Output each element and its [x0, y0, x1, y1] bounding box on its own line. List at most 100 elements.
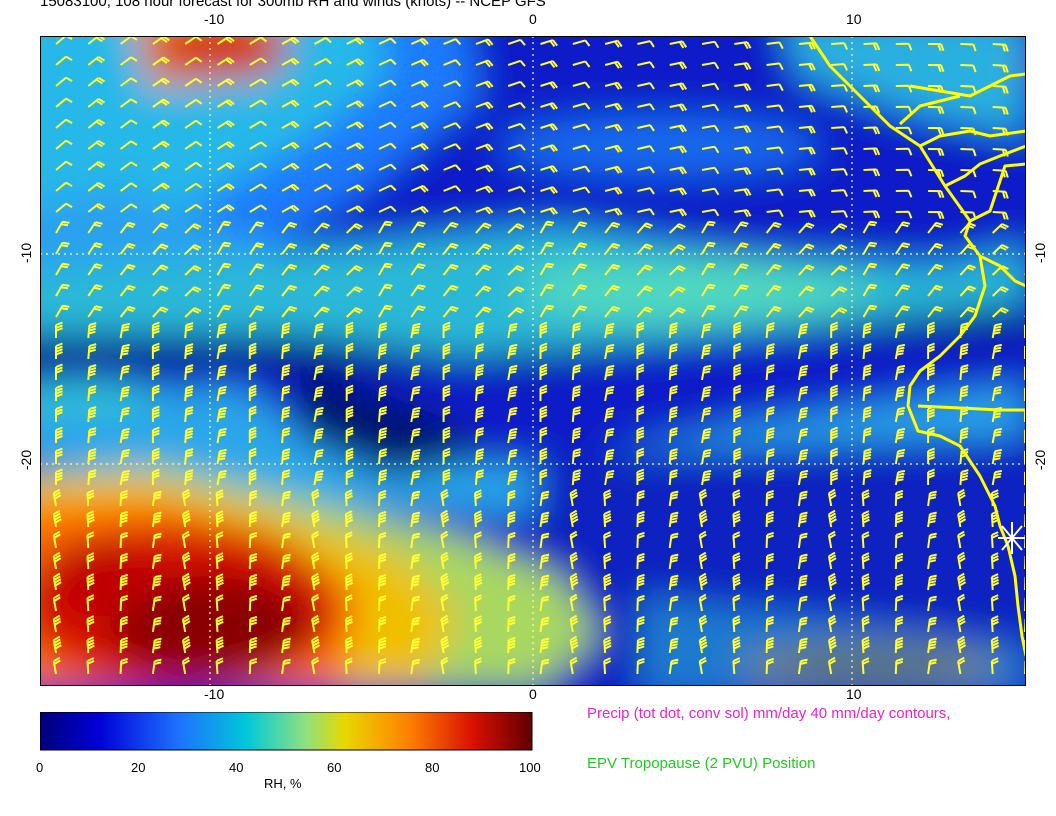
wind-barb: [344, 636, 354, 654]
wind-barb: [443, 185, 462, 192]
wind-barb: [410, 469, 421, 486]
wind-barb: [797, 406, 809, 423]
wind-barb: [443, 59, 462, 66]
wind-barb: [830, 307, 848, 318]
wind-barb: [733, 405, 742, 422]
wind-barb: [604, 343, 615, 360]
wind-barb: [313, 427, 324, 444]
wind-barb: [571, 221, 588, 234]
wind-barb: [410, 574, 421, 591]
wind-barb: [442, 342, 451, 359]
wind-barb: [475, 264, 492, 276]
wind-barb: [636, 468, 645, 485]
wind-barb: [507, 469, 518, 486]
wind-barb: [798, 167, 816, 176]
wind-barb: [765, 305, 782, 318]
wind-barb: [249, 204, 268, 213]
wind-barb: [281, 204, 300, 213]
wind-barb: [798, 306, 815, 318]
wind-barb: [991, 427, 1002, 444]
wind-barb: [52, 614, 62, 633]
wind-barb: [281, 305, 298, 318]
wind-barb: [55, 262, 70, 276]
wind-barb: [378, 427, 388, 444]
wind-barb: [119, 489, 129, 507]
wind-barb: [248, 657, 258, 675]
wind-barb: [701, 40, 720, 49]
wind-barb: [474, 510, 483, 528]
wind-barb: [928, 127, 945, 136]
wind-barb: [539, 468, 548, 485]
wind-barb: [831, 189, 849, 197]
wind-barb: [992, 43, 1009, 52]
wind-barb: [797, 385, 809, 402]
wind-barb: [539, 447, 548, 464]
grid-lines: [40, 36, 1026, 686]
wind-barb: [248, 594, 258, 612]
wind-barb: [346, 244, 363, 255]
wind-barb: [894, 406, 906, 423]
wind-barb: [442, 321, 451, 338]
wind-barb: [119, 242, 136, 255]
wind-barb: [957, 635, 967, 654]
wind-barb: [701, 241, 716, 255]
wind-barb: [311, 551, 320, 570]
wind-barb: [184, 56, 203, 66]
wind-barb: [442, 468, 451, 485]
wind-barb: [313, 448, 324, 465]
wind-barb: [539, 220, 555, 234]
wind-barb: [215, 657, 224, 675]
wind-barb: [281, 242, 298, 255]
wind-barb: [603, 636, 612, 654]
wind-barb: [55, 426, 63, 443]
wind-barb: [281, 385, 291, 402]
wind-barb: [52, 488, 62, 507]
wind-barb: [507, 531, 516, 549]
wind-barb: [894, 469, 906, 486]
wind-barb: [959, 285, 976, 297]
wind-barb: [668, 511, 679, 528]
wind-barb: [216, 343, 227, 360]
wind-barb: [475, 185, 494, 194]
wind-barb: [827, 656, 837, 675]
wind-barb: [410, 658, 421, 675]
wind-barb: [636, 363, 645, 380]
wind-barb: [346, 142, 365, 150]
wind-barb: [539, 532, 550, 549]
wind-barb: [55, 76, 73, 87]
wind-barb: [52, 530, 61, 549]
wind-barb: [861, 531, 870, 549]
wind-barb: [636, 285, 653, 297]
wind-barb: [216, 322, 227, 339]
wind-barb: [571, 364, 581, 381]
wind-barb: [540, 165, 558, 174]
wind-barb: [895, 168, 913, 177]
wind-barb: [184, 364, 194, 381]
wind-barb: [603, 510, 612, 528]
wind-barb: [831, 42, 849, 50]
wind-barb: [184, 119, 203, 129]
wind-barb: [927, 321, 935, 338]
wind-barb: [119, 263, 136, 276]
wind-barb: [120, 119, 138, 129]
wind-barb: [281, 57, 300, 66]
wind-barb: [248, 573, 258, 591]
wind-barb: [151, 342, 160, 359]
wind-barb: [698, 614, 708, 633]
wind-barb: [152, 264, 169, 276]
wind-barb: [991, 469, 1002, 486]
wind-barb: [894, 284, 911, 297]
wind-barb: [668, 406, 678, 423]
wind-barb: [281, 364, 291, 381]
wind-barb: [87, 140, 106, 150]
wind-barb: [410, 79, 429, 88]
wind-barb: [569, 593, 578, 612]
wind-barb: [507, 427, 518, 444]
wind-barb: [248, 342, 257, 359]
wind-barb: [862, 364, 872, 381]
wind-barb: [119, 305, 136, 318]
wind-barb: [507, 552, 516, 570]
wind-barb: [440, 656, 449, 675]
wind-barb: [345, 363, 354, 380]
wind-barb: [281, 469, 291, 486]
